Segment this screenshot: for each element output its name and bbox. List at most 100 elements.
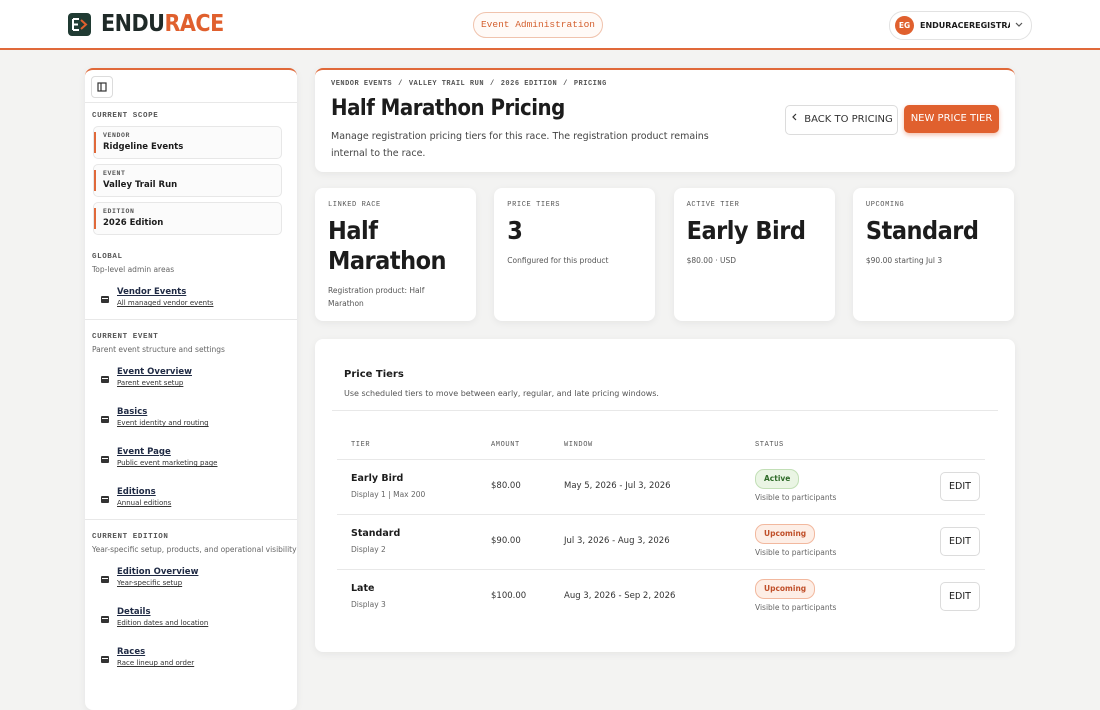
edit-button[interactable]: EDIT <box>940 472 980 501</box>
chevron <box>1015 22 1023 27</box>
breadcrumb-separator: / <box>490 80 495 88</box>
stat-label: PRICE TIERS <box>507 201 561 209</box>
stat-value: Standard <box>865 216 979 245</box>
tier-amount: $80.00 <box>491 481 521 491</box>
scope-value: Valley Trail Run <box>103 180 178 190</box>
table-subtitle: Use scheduled tiers to move between earl… <box>344 389 659 398</box>
status-note: Visible to participants <box>755 493 837 502</box>
scope-label: EVENT <box>103 170 126 177</box>
column-header: AMOUNT <box>491 441 520 449</box>
breadcrumb-item[interactable]: PRICING <box>573 80 607 88</box>
back-chevron <box>792 113 797 121</box>
nav-item[interactable]: Event Overview Parent event setup <box>85 367 297 401</box>
nav-item[interactable]: Edition Overview Year-specific setup <box>85 567 297 601</box>
breadcrumb-item[interactable]: VENDOR EVENTS <box>331 80 393 88</box>
divider <box>85 102 297 103</box>
logo-text[interactable]: ENDURACE <box>101 10 224 38</box>
breadcrumb-item[interactable]: VALLEY TRAIL RUN <box>408 80 485 88</box>
nav-title: Event Overview <box>117 367 192 377</box>
column-header: STATUS <box>755 441 784 449</box>
collapse-icon <box>97 82 107 92</box>
row-divider <box>337 514 985 515</box>
nav-icon <box>101 456 109 463</box>
tier-row: Early Bird Display 1 | Max 200 $80.00 May 5… <box>315 459 1015 514</box>
section-subtitle: Top-level admin areas <box>92 265 175 274</box>
user-name: ENDURACEREGISTRAT... <box>920 21 1010 30</box>
tier-row: Late Display 3 $100.00 Aug 3, 2026 - Sep 2,… <box>315 569 1015 624</box>
tier-amount: $90.00 <box>491 536 521 546</box>
tier-name: Early Bird <box>351 473 404 484</box>
logo-suffix: RACE <box>164 11 224 37</box>
nav-title: Editions <box>117 487 156 497</box>
nav-icon <box>101 376 109 383</box>
nav-title: Races <box>117 647 146 657</box>
status-pill: Upcoming <box>755 524 816 544</box>
context-badge: Event Administration <box>473 12 603 38</box>
tier-name: Standard <box>351 528 401 539</box>
breadcrumb-item[interactable]: 2026 EDITION <box>500 80 558 88</box>
edit-button[interactable]: EDIT <box>940 582 980 611</box>
stat-label: UPCOMING <box>865 201 905 209</box>
nav-item[interactable]: Details Edition dates and location <box>85 607 297 641</box>
stat-label: ACTIVE TIER <box>686 201 740 209</box>
nav-item[interactable]: Event Page Public event marketing page <box>85 447 297 481</box>
stat-value: Half Marathon <box>328 216 447 275</box>
scope-value: Ridgeline Events <box>103 142 184 152</box>
stat-card: ACTIVE TIER Early Bird $80.00 · USD <box>673 188 835 321</box>
tier-window: Aug 3, 2026 - Sep 2, 2026 <box>564 591 676 601</box>
stat-card: PRICE TIERS 3 Configured for this product <box>494 188 656 321</box>
tier-amount: $100.00 <box>491 591 527 601</box>
status-note: Visible to participants <box>755 603 837 612</box>
status-pill: Upcoming <box>755 579 816 599</box>
breadcrumb-separator: / <box>563 80 568 88</box>
nav-item[interactable]: Editions Annual editions <box>85 487 297 521</box>
table-title: Price Tiers <box>344 369 404 380</box>
nav-icon <box>101 496 109 503</box>
page-description: Manage registration pricing tiers for th… <box>331 131 709 159</box>
scope-card[interactable]: EDITION 2026 Edition <box>93 202 282 235</box>
logo-icon <box>68 13 91 36</box>
section-subtitle: Parent event structure and settings <box>92 345 225 354</box>
nav-icon <box>101 656 109 663</box>
scope-card[interactable]: EVENT Valley Trail Run <box>93 164 282 197</box>
collapse-button[interactable] <box>91 76 113 98</box>
stat-label: LINKED RACE <box>328 201 381 209</box>
row-divider <box>337 459 985 460</box>
nav-title: Event Page <box>117 447 171 457</box>
row-divider <box>337 569 985 570</box>
tier-detail: Display 1 | Max 200 <box>351 490 426 499</box>
tier-detail: Display 3 <box>351 600 386 609</box>
user-menu[interactable]: EG ENDURACEREGISTRAT... <box>889 11 1032 40</box>
tier-row: Standard Display 2 $90.00 Jul 3, 2026 - Aug… <box>315 514 1015 569</box>
stat-note: Configured for this product <box>507 256 609 265</box>
nav-title: Vendor Events <box>117 287 187 297</box>
tier-window: May 5, 2026 - Jul 3, 2026 <box>564 481 671 491</box>
scope-card[interactable]: VENDOR Ridgeline Events <box>93 126 282 159</box>
section-subtitle: Year-specific setup, products, and opera… <box>92 545 297 554</box>
divider <box>85 519 297 520</box>
nav-subtitle: All managed vendor events <box>117 299 214 307</box>
status-pill: Active <box>755 469 800 489</box>
column-header: WINDOW <box>564 441 593 449</box>
nav-icon <box>101 576 109 583</box>
column-header: TIER <box>351 441 371 449</box>
nav-item[interactable]: Vendor Events All managed vendor events <box>85 287 297 321</box>
back-button[interactable]: BACK TO PRICING <box>785 105 898 135</box>
sidebar: CURRENT SCOPE VENDOR Ridgeline Events EVEN… <box>85 68 297 710</box>
back-label: BACK TO PRICING <box>804 114 893 125</box>
edit-button[interactable]: EDIT <box>940 527 980 556</box>
divider <box>85 319 297 320</box>
nav-title: Basics <box>117 407 148 417</box>
page-title: Half Marathon Pricing <box>331 96 565 121</box>
nav-icon <box>101 616 109 623</box>
stat-card: LINKED RACE Half Marathon Registration pro… <box>315 188 476 321</box>
scope-label: VENDOR <box>103 132 131 139</box>
nav-item[interactable]: Races Race lineup and order <box>85 647 297 681</box>
nav-subtitle: Event identity and routing <box>117 419 209 427</box>
tier-window: Jul 3, 2026 - Aug 3, 2026 <box>564 536 670 546</box>
status-note: Visible to participants <box>755 548 837 557</box>
nav-icon <box>101 296 109 303</box>
new-button[interactable]: NEW PRICE TIER <box>904 105 999 133</box>
nav-item[interactable]: Basics Event identity and routing <box>85 407 297 441</box>
